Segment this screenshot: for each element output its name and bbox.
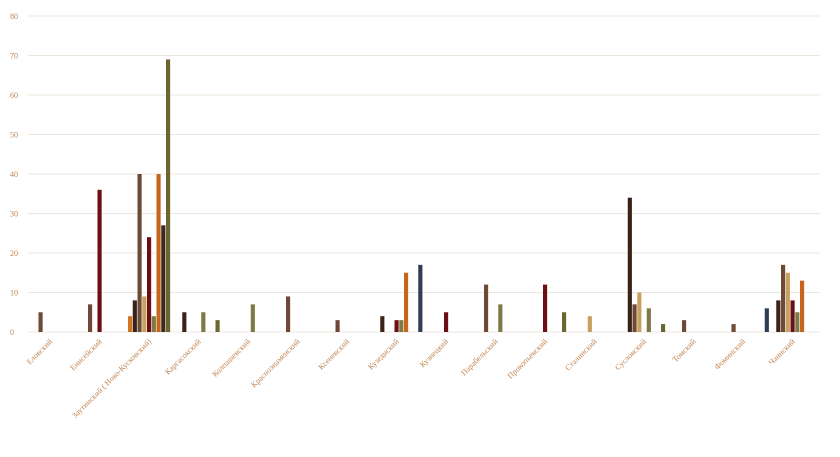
x-tick-label: Фоминский bbox=[713, 337, 748, 372]
bar bbox=[399, 320, 404, 332]
bar bbox=[562, 312, 567, 332]
bar bbox=[201, 312, 206, 332]
bar bbox=[418, 264, 423, 332]
bar bbox=[790, 300, 795, 332]
bar bbox=[166, 59, 171, 332]
bar bbox=[182, 312, 187, 332]
bar bbox=[764, 308, 769, 332]
bar bbox=[394, 320, 399, 332]
bar bbox=[637, 292, 642, 332]
bar bbox=[38, 312, 43, 332]
x-tick-label: Парабельский bbox=[459, 337, 500, 378]
x-tick-label: Кузедиский bbox=[366, 337, 401, 372]
y-tick-label: 40 bbox=[10, 170, 18, 179]
bar bbox=[128, 316, 133, 332]
y-tick-label: 80 bbox=[10, 12, 18, 21]
bar bbox=[731, 324, 736, 332]
bar bbox=[404, 272, 409, 332]
bar bbox=[132, 300, 137, 332]
bar bbox=[781, 264, 786, 332]
bar bbox=[215, 320, 220, 332]
bar bbox=[627, 197, 632, 332]
x-tick-label: Еловский bbox=[25, 337, 55, 367]
x-tick-label: Колпашевский bbox=[210, 337, 252, 379]
x-tick-label: Томский bbox=[671, 337, 699, 365]
x-tick-label: Красноэнаменский bbox=[249, 337, 302, 390]
bar bbox=[646, 308, 651, 332]
bar bbox=[800, 280, 805, 332]
x-tick-label: Енисейский bbox=[68, 337, 104, 373]
y-tick-label: 10 bbox=[10, 289, 18, 298]
bar bbox=[142, 296, 147, 332]
bar bbox=[498, 304, 503, 332]
y-tick-label: 30 bbox=[10, 210, 18, 219]
y-tick-label: 50 bbox=[10, 131, 18, 140]
y-tick-label: 0 bbox=[10, 328, 14, 337]
bar bbox=[682, 320, 687, 332]
y-tick-label: 70 bbox=[10, 52, 18, 61]
bar bbox=[795, 312, 800, 332]
bar bbox=[147, 237, 152, 332]
x-tick-label: Прокопьевский bbox=[506, 337, 550, 381]
bar bbox=[137, 174, 142, 332]
bar bbox=[785, 272, 790, 332]
bar bbox=[286, 296, 291, 332]
bar bbox=[632, 304, 637, 332]
bar bbox=[587, 316, 592, 332]
x-tick-label: Сталинский bbox=[563, 337, 599, 373]
bar bbox=[444, 312, 449, 332]
bar bbox=[250, 304, 255, 332]
x-tick-label: Ксеневский bbox=[317, 337, 352, 372]
y-tick-label: 60 bbox=[10, 91, 18, 100]
bar bbox=[661, 324, 666, 332]
x-tick-label: Чаинский bbox=[767, 337, 797, 367]
x-tick-label: Сусловский bbox=[613, 337, 648, 372]
bar bbox=[97, 189, 102, 332]
x-tick-label: Заутинский ( Ново-Кусковский) bbox=[70, 337, 153, 420]
bar bbox=[484, 284, 489, 332]
x-tick-label: Каргасокский bbox=[163, 337, 203, 377]
bar bbox=[335, 320, 340, 332]
bar bbox=[776, 300, 781, 332]
bar bbox=[380, 316, 385, 332]
y-tick-label: 20 bbox=[10, 249, 18, 258]
bar bbox=[161, 225, 166, 332]
bar bbox=[151, 316, 156, 332]
bar bbox=[543, 284, 548, 332]
bar bbox=[156, 174, 161, 332]
x-tick-label: Кузнецкий bbox=[418, 337, 451, 370]
bar bbox=[88, 304, 93, 332]
